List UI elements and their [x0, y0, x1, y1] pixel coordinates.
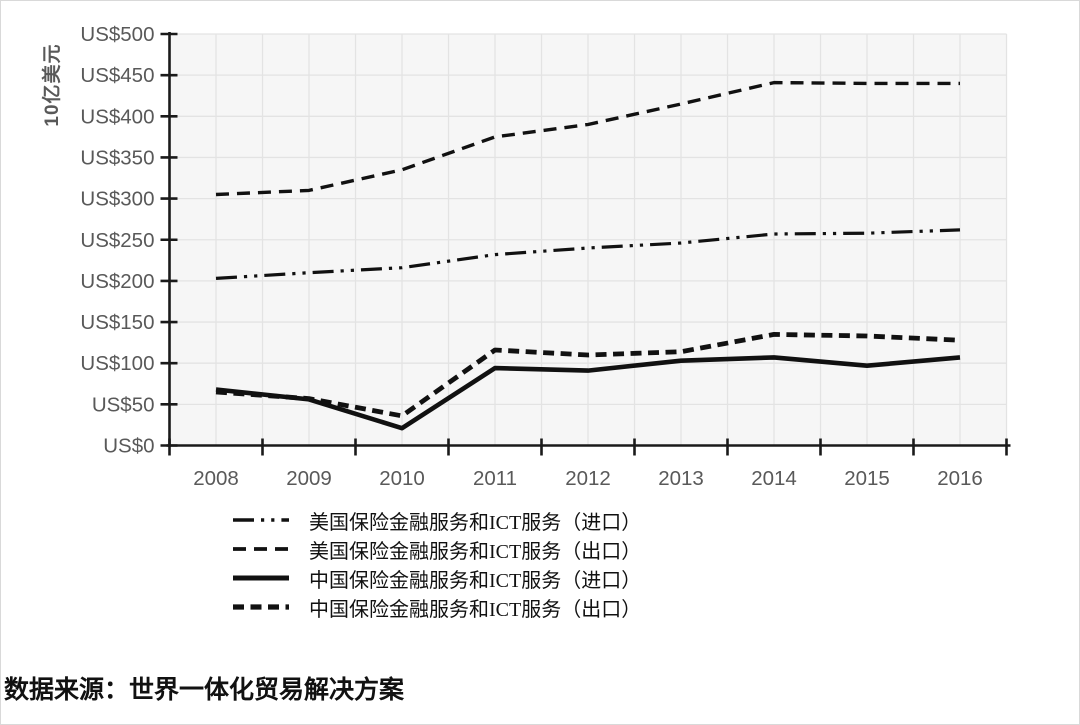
legend-line-sample-2: [233, 575, 289, 581]
series-line-2: [215, 355, 961, 431]
legend-label-0: 美国保险金融服务和ICT服务（进口）: [309, 511, 642, 534]
x-tick-label: 2012: [565, 467, 611, 490]
y-tick-label: US$200: [80, 270, 154, 293]
legend-label-1: 美国保险金融服务和ICT服务（出口）: [309, 540, 642, 563]
y-tick-label: US$100: [80, 352, 154, 375]
legend-label-2: 中国保险金融服务和ICT服务（进口）: [309, 569, 642, 592]
y-tick-label: US$300: [80, 188, 154, 211]
series-line-1: [215, 80, 960, 197]
legend-line-sample-1: [233, 547, 289, 551]
legend-line-sample-0: [233, 518, 289, 522]
series-line-3: [215, 332, 961, 419]
legend-item-0: 美国保险金融服务和ICT服务（进口）: [232, 509, 641, 534]
chart-legend: 美国保险金融服务和ICT服务（进口） 美国保险金融服务和ICT服务（出口） 中国保险…: [232, 509, 641, 621]
x-tick-label: 2015: [844, 467, 890, 490]
y-tick-label: US$350: [80, 146, 154, 169]
y-tick-label: US$0: [103, 435, 154, 458]
x-tick-label: 2014: [751, 467, 797, 490]
y-tick-label: US$150: [80, 311, 154, 334]
line-chart: US$0 US$50 US$100 US$150 US$200 US$250 US$300 U…: [80, 23, 1011, 490]
legend-item-1: 美国保险金融服务和ICT服务（出口）: [232, 538, 641, 563]
x-tick-label: 2009: [286, 467, 332, 490]
y-tick-label: US$450: [80, 64, 154, 87]
series-line-0: [215, 228, 961, 280]
y-tick-label: US$50: [92, 393, 155, 416]
x-tick-label: 2010: [379, 467, 425, 490]
x-tick-label: 2008: [193, 467, 239, 490]
source-note: 数据来源：世界一体化贸易解决方案: [4, 677, 405, 704]
y-axis-title: 10亿美元: [42, 43, 63, 127]
legend-item-2: 中国保险金融服务和ICT服务（进口）: [232, 567, 641, 592]
y-tick-label: US$400: [80, 105, 154, 128]
y-tick-label: US$250: [80, 229, 154, 252]
x-tick-label: 2016: [937, 467, 983, 490]
x-tick-label: 2013: [658, 467, 704, 490]
legend-item-3: 中国保险金融服务和ICT服务（出口）: [232, 596, 641, 621]
x-tick-label: 2011: [473, 467, 517, 490]
y-tick-label: US$500: [80, 23, 154, 46]
legend-label-3: 中国保险金融服务和ICT服务（出口）: [309, 598, 642, 621]
legend-line-sample-3: [233, 604, 289, 610]
